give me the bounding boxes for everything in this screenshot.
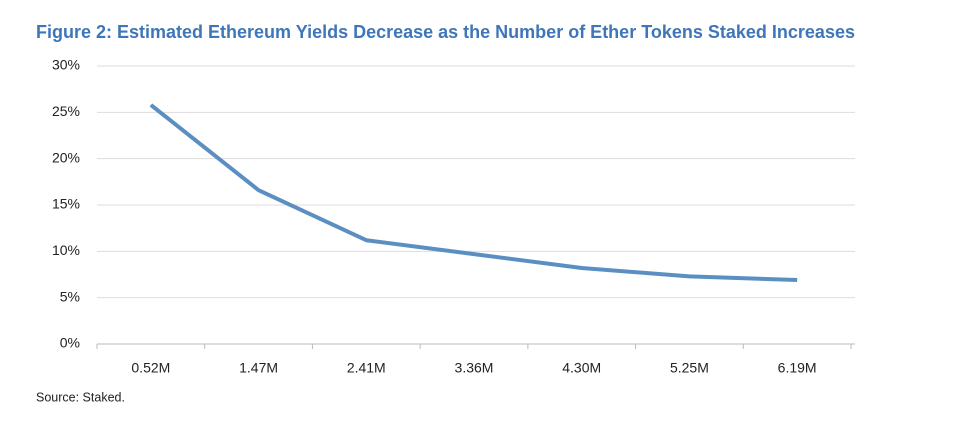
x-tick-label: 0.52M: [131, 360, 170, 376]
y-tick-label: 25%: [52, 103, 80, 119]
y-tick-label: 30%: [52, 57, 80, 73]
x-tick-label: 4.30M: [562, 360, 601, 376]
chart-title: Figure 2: Estimated Ethereum Yields Decr…: [36, 22, 855, 42]
y-tick-label: 10%: [52, 242, 80, 258]
x-tick-label: 5.25M: [670, 360, 709, 376]
data-line: [149, 103, 798, 283]
y-tick-label: 15%: [52, 196, 80, 212]
y-tick-label: 5%: [60, 288, 80, 304]
y-tick-label: 0%: [60, 335, 80, 351]
x-tick-label: 3.36M: [455, 360, 494, 376]
x-tick-label: 1.47M: [239, 360, 278, 376]
y-tick-label: 20%: [52, 149, 80, 165]
source-note: Source: Staked.: [36, 390, 125, 404]
x-tick-label: 2.41M: [347, 360, 386, 376]
x-tick-label: 6.19M: [778, 360, 817, 376]
